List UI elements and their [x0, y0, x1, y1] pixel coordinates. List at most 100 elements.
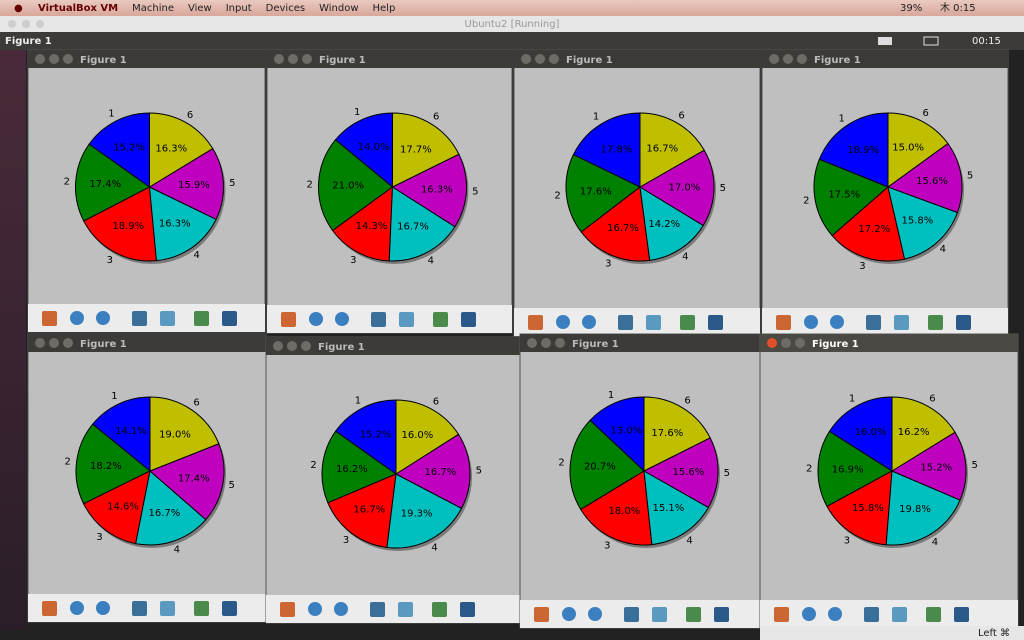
toolbar-button[interactable] [399, 312, 414, 327]
window-button[interactable] [797, 54, 807, 64]
window-button[interactable] [555, 338, 565, 348]
toolbar-button[interactable] [222, 601, 237, 616]
toolbar-button[interactable] [461, 312, 476, 327]
menu-item[interactable]: Window [319, 3, 358, 14]
toolbar-button[interactable] [618, 315, 633, 330]
toolbar-button[interactable] [534, 607, 549, 622]
window-button[interactable] [49, 54, 59, 64]
traffic-light[interactable] [22, 20, 30, 28]
close-button[interactable] [35, 338, 45, 348]
toolbar-button[interactable] [804, 315, 818, 329]
toolbar-button[interactable] [370, 602, 385, 617]
traffic-light[interactable] [36, 20, 44, 28]
toolbar-button[interactable] [928, 315, 943, 330]
toolbar-button[interactable] [926, 607, 941, 622]
close-button[interactable] [274, 54, 284, 64]
toolbar-button[interactable] [894, 315, 909, 330]
battery: 39% [900, 3, 922, 14]
toolbar-button[interactable] [96, 311, 110, 325]
toolbar-button[interactable] [646, 315, 661, 330]
figure-window: Figure 1 1 15.2% 2 16.2% 3 16.7% 4 19.3% 5 16.7% 6 1… [265, 336, 521, 624]
toolbar-button[interactable] [308, 602, 322, 616]
toolbar-button[interactable] [70, 601, 84, 615]
slice-label: 1 [593, 112, 599, 123]
window-button[interactable] [795, 338, 805, 348]
window-button[interactable] [535, 54, 545, 64]
window-button[interactable] [783, 54, 793, 64]
window-title: Figure 1 [318, 342, 365, 353]
toolbar-button[interactable] [309, 312, 323, 326]
apple-logo[interactable]: ● [14, 3, 23, 14]
traffic-light[interactable] [8, 20, 16, 28]
toolbar-button[interactable] [556, 315, 570, 329]
menu-item[interactable]: View [188, 3, 212, 14]
close-button[interactable] [769, 54, 779, 64]
toolbar-button[interactable] [70, 311, 84, 325]
toolbar-button[interactable] [222, 311, 237, 326]
toolbar-button[interactable] [281, 312, 296, 327]
toolbar-button[interactable] [830, 315, 844, 329]
window-button[interactable] [781, 338, 791, 348]
toolbar [514, 308, 760, 336]
close-button[interactable] [767, 338, 777, 348]
toolbar-button[interactable] [160, 601, 175, 616]
window-button[interactable] [63, 54, 73, 64]
toolbar-button[interactable] [132, 311, 147, 326]
window-button[interactable] [301, 341, 311, 351]
window-button[interactable] [63, 338, 73, 348]
toolbar-button[interactable] [864, 607, 879, 622]
menu-item[interactable]: VirtualBox VM [38, 3, 118, 14]
menu-item[interactable]: Input [226, 3, 252, 14]
toolbar-button[interactable] [398, 602, 413, 617]
window-button[interactable] [288, 54, 298, 64]
window-button[interactable] [49, 338, 59, 348]
toolbar-button[interactable] [954, 607, 969, 622]
toolbar-button[interactable] [652, 607, 667, 622]
toolbar-button[interactable] [194, 311, 209, 326]
toolbar-button[interactable] [892, 607, 907, 622]
slice-percent: 14.2% [648, 219, 680, 230]
toolbar-button[interactable] [802, 607, 816, 621]
toolbar-button[interactable] [194, 601, 209, 616]
toolbar-button[interactable] [460, 602, 475, 617]
toolbar-button[interactable] [528, 315, 543, 330]
toolbar-button[interactable] [866, 315, 881, 330]
toolbar-button[interactable] [686, 607, 701, 622]
slice-label: 6 [678, 110, 684, 121]
toolbar-button[interactable] [774, 607, 789, 622]
window-button[interactable] [287, 341, 297, 351]
close-button[interactable] [35, 54, 45, 64]
toolbar-button[interactable] [42, 311, 57, 326]
toolbar-button[interactable] [562, 607, 576, 621]
toolbar-button[interactable] [334, 602, 348, 616]
toolbar-button[interactable] [433, 312, 448, 327]
toolbar-button[interactable] [588, 607, 602, 621]
window-button[interactable] [541, 338, 551, 348]
toolbar-button[interactable] [708, 315, 723, 330]
window-button[interactable] [549, 54, 559, 64]
close-button[interactable] [527, 338, 537, 348]
toolbar-button[interactable] [714, 607, 729, 622]
toolbar-button[interactable] [42, 601, 57, 616]
toolbar-button[interactable] [335, 312, 349, 326]
close-button[interactable] [521, 54, 531, 64]
toolbar-button[interactable] [624, 607, 639, 622]
toolbar-button[interactable] [828, 607, 842, 621]
menu-item[interactable]: Devices [266, 3, 305, 14]
toolbar-button[interactable] [371, 312, 386, 327]
close-button[interactable] [273, 341, 283, 351]
battery-icon[interactable] [923, 36, 939, 46]
toolbar-button[interactable] [160, 311, 175, 326]
toolbar-button[interactable] [680, 315, 695, 330]
toolbar-button[interactable] [956, 315, 971, 330]
toolbar-button[interactable] [582, 315, 596, 329]
toolbar-button[interactable] [776, 315, 791, 330]
menu-item[interactable]: Machine [132, 3, 174, 14]
menu-item[interactable]: Help [373, 3, 396, 14]
toolbar-button[interactable] [280, 602, 295, 617]
keyboard-icon[interactable] [878, 37, 892, 45]
toolbar-button[interactable] [96, 601, 110, 615]
toolbar-button[interactable] [432, 602, 447, 617]
window-button[interactable] [302, 54, 312, 64]
toolbar-button[interactable] [132, 601, 147, 616]
